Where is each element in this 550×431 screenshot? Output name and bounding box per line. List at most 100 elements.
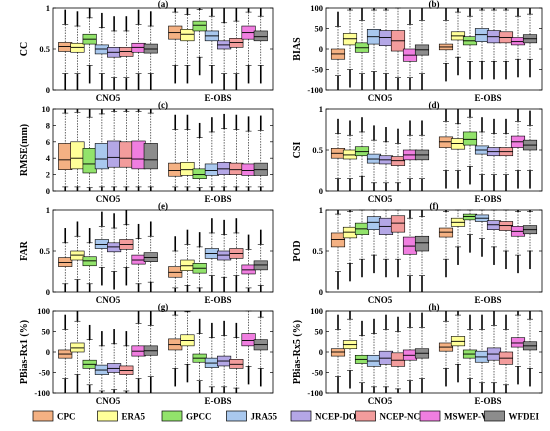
box-ncep-ncar — [229, 8, 244, 90]
legend-swatch — [161, 410, 183, 422]
x-category-label: CNO5 — [96, 194, 121, 204]
box-era5 — [70, 109, 85, 191]
y-tick-label: 50 — [42, 327, 51, 337]
box-wfdei — [414, 210, 430, 292]
y-tick-label: -50 — [39, 368, 50, 378]
y-tick-label: 1 — [319, 104, 323, 114]
box-iqr — [366, 216, 382, 230]
box-gpcc — [82, 8, 97, 84]
y-axis-label: CC — [19, 42, 30, 56]
box-gpcc — [192, 318, 207, 393]
box-gpcc — [192, 8, 207, 76]
box-gpcc — [354, 117, 370, 191]
box-iqr — [241, 333, 256, 347]
box-ncep-ncar — [119, 210, 134, 286]
box-era5 — [450, 311, 466, 383]
y-tick-label: 4 — [46, 153, 51, 163]
panel-e: 0 0.5 1 FAR (e) CNO5 E-OBS — [19, 201, 274, 305]
panel-label: (g) — [158, 302, 169, 312]
box-ncep-doe — [217, 320, 232, 393]
legend-swatch — [484, 410, 505, 422]
box-era5 — [450, 209, 466, 265]
panel-label: (e) — [158, 201, 168, 211]
box-iqr — [58, 143, 73, 170]
box-ncep-ncar — [498, 118, 514, 191]
box-ncep-doe — [217, 8, 232, 90]
box-iqr — [462, 131, 478, 146]
panel-c: 0 2 4 6 8 10 RMSE(mm) (c) CNO5 E-OBS — [19, 100, 274, 204]
box-wfdei — [143, 221, 158, 292]
box-ncep-doe — [107, 329, 122, 393]
box-ncep-ncar — [119, 331, 134, 393]
box-wfdei — [522, 8, 538, 78]
y-tick-label: 2 — [46, 170, 50, 180]
box-ncep-ncar — [390, 209, 406, 278]
box-wfdei — [414, 8, 430, 90]
legend-label: MSWEP-V2 — [444, 412, 492, 422]
box-mswep-v2 — [402, 9, 418, 90]
legend-label: NCEP-NCAR — [380, 412, 434, 422]
box-era5 — [450, 8, 466, 76]
y-tick-label: 0 — [319, 287, 323, 297]
x-category-label: E-OBS — [474, 194, 501, 204]
y-tick-label: 0 — [319, 347, 323, 357]
box-era5 — [342, 8, 358, 88]
box-wfdei — [143, 311, 158, 393]
legend-label: JRA55 — [251, 412, 278, 422]
y-tick-label: -100 — [34, 388, 50, 398]
box-cpc — [58, 9, 73, 90]
box-ncep-doe — [217, 113, 232, 191]
legend-swatch — [355, 410, 376, 422]
box-era5 — [180, 311, 195, 383]
legend-swatch — [419, 410, 441, 422]
y-tick-label: 0.5 — [312, 145, 323, 155]
box-jra55 — [204, 8, 219, 84]
box-gpcc — [462, 8, 478, 80]
box-era5 — [342, 311, 358, 389]
legend-label: CPC — [57, 412, 76, 422]
panel-label: (h) — [429, 302, 440, 312]
box-jra55 — [366, 125, 382, 191]
box-iqr — [143, 143, 158, 170]
box-iqr — [390, 215, 406, 233]
y-tick-label: 0.5 — [39, 44, 50, 54]
y-tick-label: 1 — [319, 205, 323, 215]
box-cpc — [168, 311, 183, 387]
y-axis-label: BIAS — [292, 37, 303, 61]
box-cpc — [330, 118, 346, 191]
box-ncep-ncar — [229, 114, 244, 191]
y-tick-label: 100 — [37, 306, 50, 316]
panel-h: -100 -50 0 50 100 PBias-Rx5 (%) (h) CNO5 E-OBS — [292, 302, 543, 406]
y-axis-label: PBias-Rx5 (%) — [292, 320, 303, 384]
y-tick-label: 100 — [310, 3, 323, 13]
x-category-label: E-OBS — [474, 295, 501, 305]
box-iqr — [229, 162, 244, 175]
y-tick-label: 0 — [319, 186, 323, 196]
box-wfdei — [253, 229, 268, 292]
y-tick-label: 0 — [46, 287, 50, 297]
box-iqr — [414, 235, 430, 252]
box-wfdei — [414, 120, 430, 191]
box-gpcc — [354, 8, 370, 90]
box-ncep-ncar — [390, 128, 406, 191]
box-gpcc — [82, 324, 97, 393]
box-era5 — [180, 114, 195, 191]
box-cpc — [330, 314, 346, 393]
box-wfdei — [253, 8, 268, 84]
x-category-label: CNO5 — [368, 295, 393, 305]
x-category-label: E-OBS — [204, 93, 231, 103]
panel-label: (b) — [429, 0, 440, 9]
box-ncep-doe — [378, 127, 394, 191]
y-tick-label: 0.5 — [39, 246, 50, 256]
box-jra55 — [474, 8, 490, 80]
box-ncep-doe — [107, 213, 122, 290]
legend-label: ERA5 — [122, 412, 146, 422]
box-iqr — [192, 168, 207, 180]
y-tick-label: 6 — [46, 137, 50, 147]
box-mswep-v2 — [241, 116, 256, 191]
box-jra55 — [474, 209, 490, 257]
box-ncep-doe — [486, 8, 502, 80]
legend-item-jra55: JRA55 — [226, 410, 278, 422]
